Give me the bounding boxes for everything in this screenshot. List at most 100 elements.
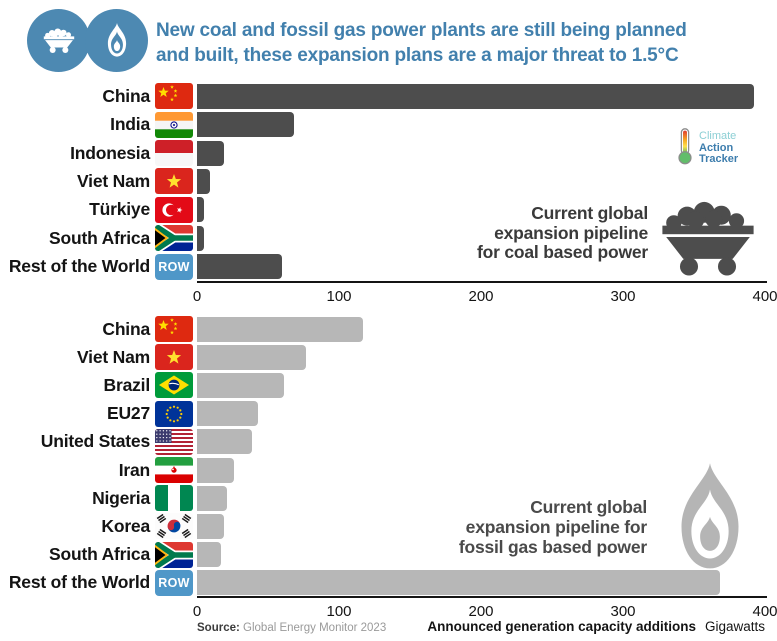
- row-badge: ROW: [155, 253, 193, 280]
- coal-cart-badge: [27, 9, 90, 72]
- coal-cart-annotation-icon: [651, 197, 765, 279]
- country-label: Türkiye: [89, 199, 150, 220]
- flag-south-africa: [155, 541, 193, 568]
- bar-track: [197, 140, 765, 166]
- country-label: Indonesia: [70, 142, 150, 163]
- coal-chart-x-axis: 0 100 200 300 400: [193, 281, 777, 309]
- bar-track: [197, 225, 765, 251]
- gas-bar-nigeria: [197, 485, 227, 511]
- axis-tick: 200: [468, 288, 494, 305]
- gas-row-brazil: Brazil: [0, 371, 765, 399]
- logo-text-climate: Climate: [699, 130, 737, 143]
- coal-row-china: China: [0, 82, 765, 110]
- country-label: Iran: [118, 459, 150, 480]
- gas-row-china: China: [0, 315, 765, 343]
- coal-bar-indonesia: [197, 140, 224, 166]
- gas-chart-x-axis: 0 100 200 300 400: [193, 596, 777, 624]
- axis-tick: 0: [192, 288, 202, 305]
- source-label: Source:: [197, 622, 240, 634]
- coal-bar-t-rkiye: [197, 197, 205, 223]
- country-label: South Africa: [49, 227, 150, 248]
- axis-tick: 400: [752, 288, 777, 305]
- thermometer-icon: [675, 127, 695, 170]
- axis-tick: 400: [752, 603, 777, 620]
- axis-tick: 200: [468, 603, 494, 620]
- flame-badge: [85, 9, 148, 72]
- gas-bar-iran: [197, 457, 234, 483]
- country-label: Viet Nam: [77, 170, 150, 191]
- country-label: Rest of the World: [8, 572, 150, 593]
- x-axis-unit: Gigawatts: [704, 619, 765, 634]
- page-title: New coal and fossil gas power plants are…: [156, 19, 687, 68]
- bar-track: [197, 513, 765, 539]
- coal-bar-india: [197, 112, 294, 138]
- flag-brazil: [155, 372, 193, 399]
- gas-row-eu27: EU27: [0, 400, 765, 428]
- logo-text-tracker: Tracker: [699, 153, 739, 166]
- bar-track: [197, 542, 765, 568]
- gas-row-viet-nam: Viet Nam: [0, 343, 765, 371]
- flag-south-africa: [155, 225, 193, 252]
- gas-row-nigeria: Nigeria: [0, 484, 765, 512]
- axis-tick: 300: [610, 288, 636, 305]
- country-label: Nigeria: [92, 487, 150, 508]
- flag-india: [155, 111, 193, 138]
- coal-row-viet-nam: Viet Nam: [0, 167, 765, 195]
- flag-viet-nam: [155, 344, 193, 371]
- flag-eu27: [155, 400, 193, 427]
- gas-chart-title: Current global expansion pipeline for fo…: [458, 497, 647, 557]
- coal-cart-icon: [40, 27, 78, 54]
- gas-row-iran: Iran: [0, 456, 765, 484]
- coal-row-indonesia: Indonesia: [0, 139, 765, 167]
- gas-row-rest-of-the-world: Rest of the World ROW: [0, 569, 765, 597]
- flag-united-states: [155, 428, 193, 455]
- bar-track: [197, 372, 765, 398]
- bar-track: [197, 485, 765, 511]
- bar-track: [197, 168, 765, 194]
- title-line-2: and built, these expansion plans are a m…: [156, 44, 679, 66]
- bar-track: [197, 316, 765, 342]
- gas-flame-annotation-icon: [666, 461, 754, 575]
- gas-bar-south-africa: [197, 542, 222, 568]
- row-badge: ROW: [155, 569, 193, 596]
- coal-bar-viet-nam: [197, 168, 210, 194]
- gas-bar-viet-nam: [197, 344, 307, 370]
- country-label: India: [110, 114, 150, 135]
- flag-viet-nam: [155, 168, 193, 195]
- axis-tick: 300: [610, 603, 636, 620]
- coal-bar-rest-of-the-world: [197, 254, 283, 280]
- bar-track: [197, 112, 765, 138]
- axis-tick: 100: [326, 288, 352, 305]
- gas-bar-united-states: [197, 429, 253, 455]
- country-label: China: [102, 318, 150, 339]
- flag-china: [155, 316, 193, 343]
- bar-track: [197, 457, 765, 483]
- bar-track: [197, 401, 765, 427]
- flag-korea: [155, 513, 193, 540]
- flag-indonesia: [155, 140, 193, 167]
- gas-row-korea: Korea: [0, 512, 765, 540]
- flag-nigeria: [155, 485, 193, 512]
- bar-track: [197, 197, 765, 223]
- coal-chart-title: Current global expansion pipeline for co…: [476, 203, 648, 262]
- gas-expansion-chart: China Viet Nam Brazil EU27 United States Iran…: [0, 315, 765, 597]
- coal-bar-south-africa: [197, 225, 205, 251]
- coal-row-india: India: [0, 110, 765, 138]
- country-label: Viet Nam: [77, 346, 150, 367]
- flag-china: [155, 83, 193, 110]
- gas-bar-china: [197, 316, 364, 342]
- country-label: Korea: [101, 515, 150, 536]
- gas-bar-korea: [197, 513, 224, 539]
- country-label: Rest of the World: [8, 256, 150, 277]
- gas-bar-eu27: [197, 401, 259, 427]
- gas-row-south-africa: South Africa: [0, 541, 765, 569]
- gas-bar-brazil: [197, 372, 284, 398]
- country-label: EU27: [107, 403, 150, 424]
- coal-row-south-africa: South Africa: [0, 224, 765, 252]
- bar-track: [197, 344, 765, 370]
- coal-expansion-chart: China India Indonesia Viet Nam Türkiye South …: [0, 82, 765, 281]
- coal-row-rest-of-the-world: Rest of the World ROW: [0, 253, 765, 281]
- gas-row-united-states: United States: [0, 428, 765, 456]
- axis-tick: 0: [192, 603, 202, 620]
- title-line-1: New coal and fossil gas power plants are…: [156, 20, 687, 41]
